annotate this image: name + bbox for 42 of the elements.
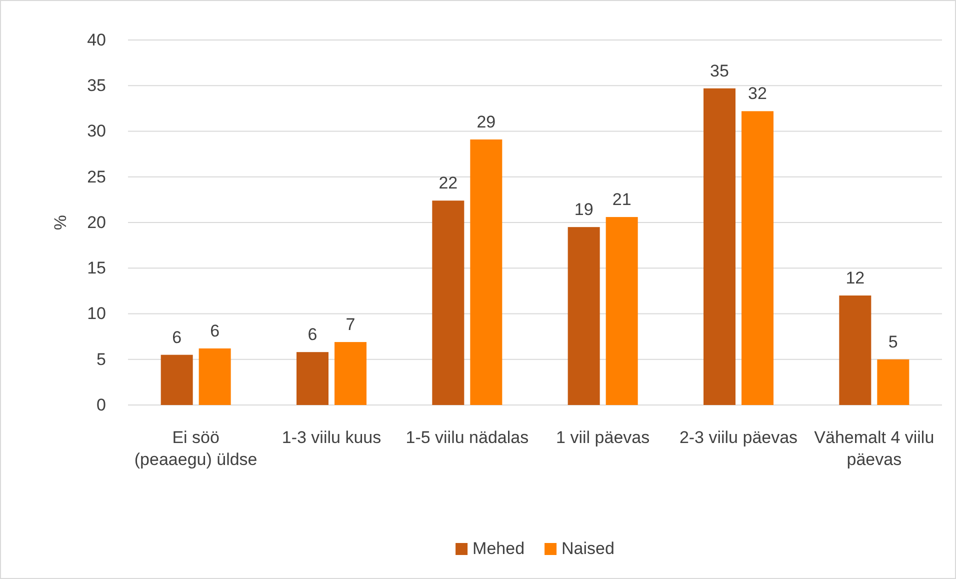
bar	[198, 348, 231, 405]
y-tick-label: 35	[87, 76, 106, 96]
y-axis-title: %	[51, 214, 70, 230]
bar	[839, 296, 872, 405]
data-label: 6	[210, 321, 220, 340]
data-label: 29	[476, 112, 496, 132]
bar	[877, 359, 910, 405]
y-tick-label: 20	[87, 212, 106, 232]
data-label: 5	[888, 332, 898, 352]
data-label: 6	[172, 328, 182, 347]
legend-label: Mehed	[472, 539, 525, 558]
y-tick-label: 40	[87, 30, 106, 50]
legend-label: Naised	[562, 539, 614, 558]
y-tick-label: 30	[87, 122, 106, 141]
x-tick-label: 2-3 viilu päevas	[679, 428, 798, 447]
x-tick-label: Ei söö (peaaegu) üldse	[134, 428, 258, 470]
bar	[432, 200, 464, 405]
data-label: 7	[346, 315, 356, 334]
y-tick-label: 5	[96, 350, 106, 369]
x-tick-label: 1 viil päevas	[556, 428, 650, 447]
data-label: 32	[748, 84, 767, 104]
data-label: 21	[612, 190, 632, 210]
data-label: 6	[308, 325, 318, 344]
data-label: 12	[846, 268, 865, 288]
y-tick-label: 15	[87, 258, 106, 278]
bar	[606, 217, 638, 405]
bar	[742, 111, 774, 405]
data-label: 19	[574, 200, 594, 220]
bar	[160, 354, 193, 405]
bar	[470, 139, 502, 405]
bar	[704, 88, 736, 405]
x-tick-label: 1-5 viilu nädalas	[406, 428, 529, 447]
y-tick-label: 10	[87, 304, 106, 324]
x-tick-label: 1-3 viilu kuus	[282, 428, 382, 447]
data-label: 22	[438, 174, 458, 193]
bar	[296, 352, 328, 405]
y-tick-label: 25	[87, 167, 106, 186]
x-tick-label: Vähemalt 4 viilu päevas	[814, 428, 934, 470]
y-tick-label: 0	[96, 395, 106, 414]
bar	[568, 227, 600, 405]
bar	[334, 342, 366, 405]
data-label: 35	[710, 61, 729, 80]
